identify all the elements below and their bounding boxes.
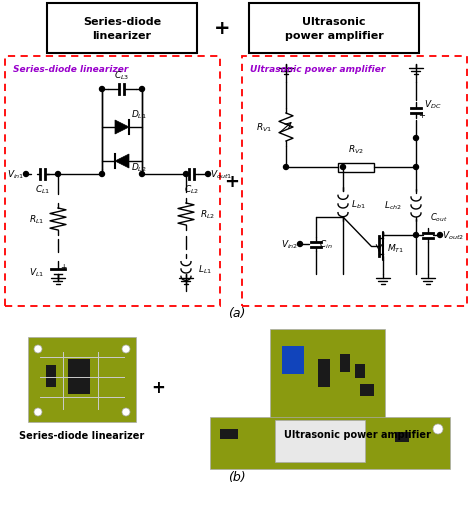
Circle shape [34, 408, 42, 416]
Text: (a): (a) [228, 306, 246, 319]
FancyBboxPatch shape [249, 4, 419, 54]
Text: $V_{out1}$: $V_{out1}$ [210, 168, 232, 181]
Text: $V_{L1}$: $V_{L1}$ [29, 266, 44, 279]
Circle shape [34, 345, 42, 353]
Bar [355, 364, 365, 378]
Text: $D_{L2}$: $D_{L2}$ [131, 161, 147, 174]
Text: $R_{V2}$: $R_{V2}$ [348, 143, 364, 156]
FancyBboxPatch shape [47, 4, 197, 54]
Bar [210, 417, 450, 469]
Circle shape [24, 172, 28, 177]
Polygon shape [115, 121, 129, 135]
FancyBboxPatch shape [242, 57, 467, 306]
Text: $C_{out}$: $C_{out}$ [430, 211, 447, 223]
Circle shape [139, 88, 145, 92]
Circle shape [340, 165, 346, 170]
Circle shape [100, 172, 104, 177]
Text: $R_{V1}$: $R_{V1}$ [256, 122, 272, 134]
Text: (b): (b) [228, 471, 246, 484]
Text: +: + [151, 378, 165, 396]
Text: $L_{ch2}$: $L_{ch2}$ [384, 200, 402, 212]
Text: Ultrasonic power amplifier: Ultrasonic power amplifier [250, 64, 385, 73]
Circle shape [283, 165, 289, 170]
Text: +: + [214, 19, 230, 38]
Polygon shape [115, 155, 129, 168]
Text: $V_{DC}$: $V_{DC}$ [424, 99, 441, 111]
Bar [270, 329, 385, 419]
Bar [340, 354, 350, 372]
Circle shape [183, 172, 189, 177]
Text: $V_{in1}$: $V_{in1}$ [7, 168, 24, 181]
Text: $C_{L3}$: $C_{L3}$ [114, 69, 130, 82]
Circle shape [100, 88, 104, 92]
Text: +: + [225, 173, 239, 191]
Circle shape [206, 172, 210, 177]
Bar [220, 429, 238, 439]
Bar [338, 163, 374, 172]
Circle shape [433, 424, 443, 434]
Bar [275, 420, 365, 462]
Bar [318, 359, 330, 387]
Text: $C_{L1}$: $C_{L1}$ [36, 183, 51, 195]
Circle shape [122, 345, 130, 353]
Text: $R_{L1}$: $R_{L1}$ [29, 213, 44, 226]
Text: +: + [418, 111, 425, 120]
Text: $L_{L1}$: $L_{L1}$ [198, 263, 212, 276]
Text: Ultrasonic power amplifier: Ultrasonic power amplifier [284, 429, 431, 439]
Circle shape [122, 408, 130, 416]
Bar [282, 346, 304, 374]
Circle shape [298, 242, 302, 247]
Circle shape [413, 233, 419, 238]
Text: $M_{T1}$: $M_{T1}$ [387, 242, 404, 254]
Circle shape [438, 233, 443, 238]
Bar [68, 359, 90, 394]
Text: Series-diode linearizer: Series-diode linearizer [19, 430, 145, 440]
Text: +: + [60, 263, 66, 272]
Circle shape [413, 136, 419, 141]
Bar [360, 384, 374, 396]
Text: Ultrasonic
power amplifier: Ultrasonic power amplifier [284, 17, 383, 41]
Circle shape [55, 172, 61, 177]
Bar [28, 337, 136, 422]
Text: $D_{L1}$: $D_{L1}$ [131, 108, 147, 121]
Circle shape [139, 172, 145, 177]
Text: $R_{L2}$: $R_{L2}$ [200, 208, 215, 221]
Text: $C_{in}$: $C_{in}$ [319, 238, 333, 251]
Text: $V_{in2}$: $V_{in2}$ [281, 238, 298, 251]
Text: Series-diode linearizer: Series-diode linearizer [13, 64, 128, 73]
Circle shape [413, 165, 419, 170]
Bar [395, 432, 409, 442]
Text: Series-diode
linearizer: Series-diode linearizer [83, 17, 161, 41]
Bar [46, 365, 56, 387]
Text: $V_{out2}$: $V_{out2}$ [442, 229, 464, 242]
Text: $L_{b1}$: $L_{b1}$ [351, 199, 365, 211]
Text: $C_{L2}$: $C_{L2}$ [184, 183, 200, 195]
FancyBboxPatch shape [5, 57, 220, 306]
